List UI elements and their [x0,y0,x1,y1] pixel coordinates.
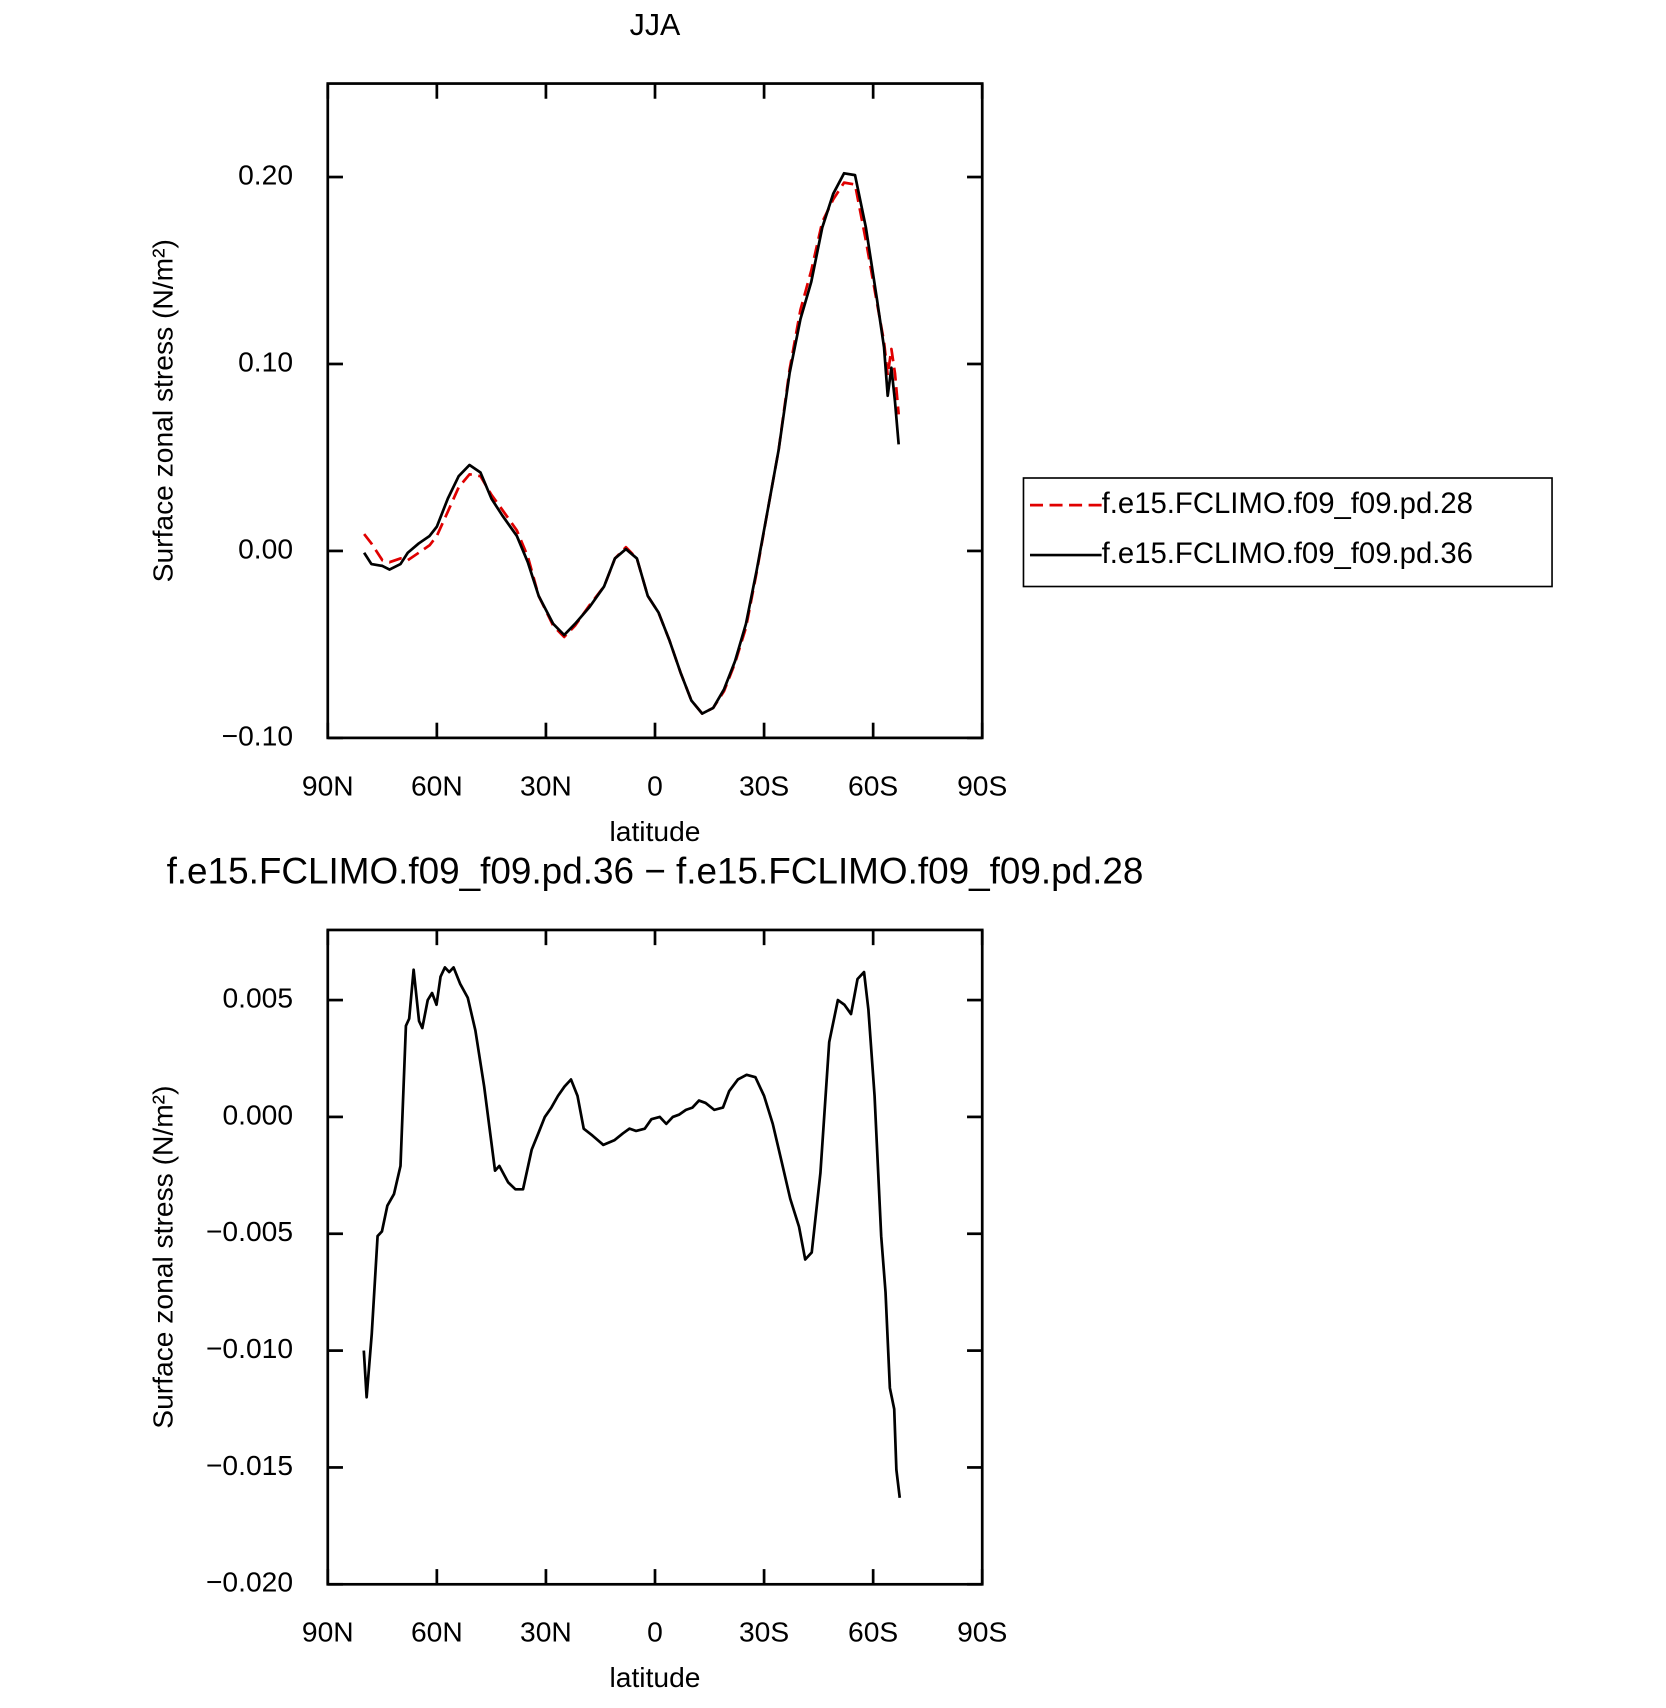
x-tick-label: 0 [647,769,663,801]
x-tick-label: 60S [848,769,898,801]
x-tick-label: 60N [411,769,463,801]
x-tick-label: 90N [302,1616,354,1648]
x-tick-label: 90S [957,769,1007,801]
chart-title: JJA [630,8,681,42]
x-tick-label: 30N [520,769,572,801]
x-tick-label: 60N [411,1616,463,1648]
y-tick-label: 0.00 [238,532,293,564]
y-tick-label: 0.000 [222,1098,293,1130]
y-tick-label: 0.005 [222,982,293,1014]
y-tick-label: −0.015 [206,1449,293,1481]
x-axis-label: latitude [610,815,701,847]
x-tick-label: 30S [739,769,789,801]
chart-title: f.e15.FCLIMO.f09_f09.pd.36 − f.e15.FCLIM… [167,850,1144,891]
y-tick-label: 0.20 [238,158,293,190]
y-tick-label: 0.10 [238,345,293,377]
x-tick-label: 60S [848,1616,898,1648]
data-line [362,966,902,1498]
x-tick-label: 90N [302,769,354,801]
y-tick-label: −0.10 [222,719,293,751]
legend-label: f.e15.FCLIMO.f09_f09.pd.28 [1102,487,1473,520]
data-line [363,181,901,715]
plot-frame [326,928,984,1586]
y-tick-label: −0.020 [206,1566,293,1598]
x-axis-label: latitude [610,1661,701,1693]
data-line [362,171,901,715]
plot-frame [326,82,984,740]
x-tick-label: 0 [647,1616,663,1648]
y-axis-label: Surface zonal stress (N/m²) [146,239,178,582]
legend-box [1022,477,1553,588]
y-axis-label: Surface zonal stress (N/m²) [146,1086,178,1429]
y-tick-label: −0.005 [206,1215,293,1247]
y-tick-label: −0.010 [206,1332,293,1364]
legend-label: f.e15.FCLIMO.f09_f09.pd.36 [1102,537,1473,570]
x-tick-label: 90S [957,1616,1007,1648]
x-tick-label: 30S [739,1616,789,1648]
x-tick-label: 30N [520,1616,572,1648]
